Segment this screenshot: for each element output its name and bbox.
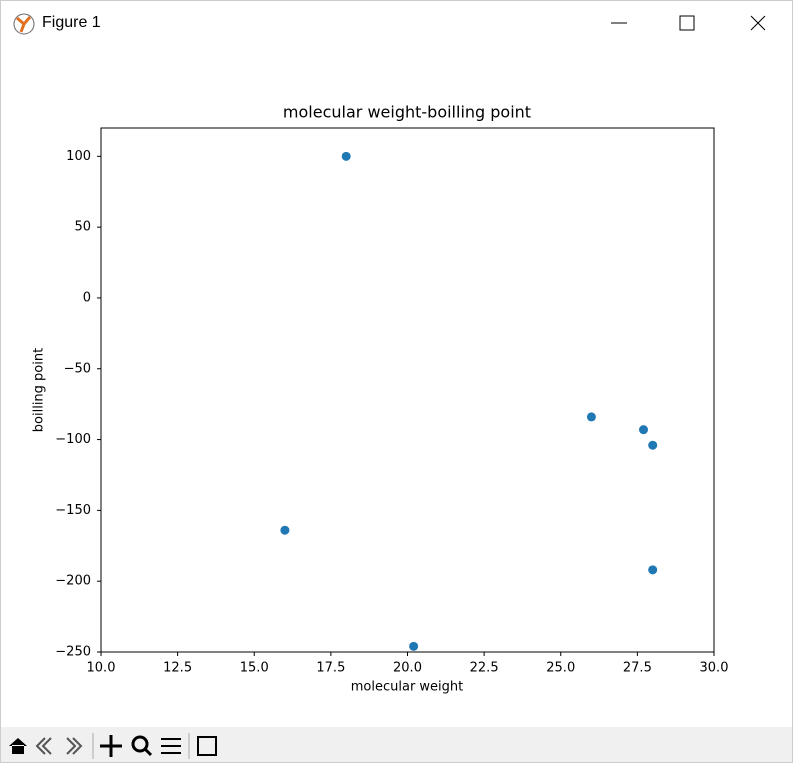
y-tick-label: −250 bbox=[55, 645, 91, 660]
y-tick-label: −150 bbox=[55, 503, 91, 518]
y-tick-label: 0 bbox=[83, 290, 91, 305]
y-tick-label: −50 bbox=[64, 361, 91, 376]
x-tick-label: 25.0 bbox=[546, 661, 575, 676]
chart-title: molecular weight-boilling point bbox=[283, 103, 531, 122]
chart: molecular weight-boilling point molecula… bbox=[32, 103, 729, 695]
configure-button[interactable] bbox=[161, 738, 181, 754]
x-tick-label: 15.0 bbox=[240, 661, 269, 676]
window-controls bbox=[611, 15, 766, 31]
y-tick-label: −200 bbox=[55, 574, 91, 589]
x-tick-label: 27.5 bbox=[623, 661, 652, 676]
title-bar: Figure 1 bbox=[1, 1, 792, 46]
point bbox=[280, 525, 290, 535]
pan-button[interactable] bbox=[100, 735, 122, 757]
forward-button[interactable] bbox=[66, 737, 83, 755]
app-icon bbox=[13, 13, 35, 35]
toolbar-icons bbox=[9, 733, 217, 759]
zoom-button[interactable] bbox=[131, 735, 153, 757]
y-tick-label: 100 bbox=[66, 149, 91, 164]
home-button[interactable] bbox=[9, 738, 27, 754]
y-tick-label: −100 bbox=[55, 432, 91, 447]
x-tick-label: 30.0 bbox=[700, 661, 729, 676]
point bbox=[409, 641, 419, 651]
y-axis-label: boilling point bbox=[32, 348, 47, 432]
x-tick-label: 12.5 bbox=[163, 661, 192, 676]
save-button[interactable] bbox=[197, 736, 217, 756]
toolbar bbox=[1, 727, 792, 762]
point bbox=[648, 565, 658, 575]
x-tick-label: 20.0 bbox=[393, 661, 422, 676]
close[interactable] bbox=[750, 15, 766, 31]
back-button[interactable] bbox=[35, 737, 52, 755]
point bbox=[341, 151, 351, 161]
x-tick-label: 10.0 bbox=[87, 661, 116, 676]
point bbox=[639, 425, 649, 435]
x-tick-label: 22.5 bbox=[470, 661, 499, 676]
maximize[interactable] bbox=[679, 15, 695, 31]
x-tick-label: 17.5 bbox=[316, 661, 345, 676]
point bbox=[648, 440, 658, 450]
plot-frame bbox=[100, 127, 715, 653]
y-tick-label: 50 bbox=[74, 220, 91, 235]
window-title: Figure 1 bbox=[42, 14, 101, 31]
x-axis-label: molecular weight bbox=[351, 680, 464, 695]
point bbox=[586, 412, 596, 422]
